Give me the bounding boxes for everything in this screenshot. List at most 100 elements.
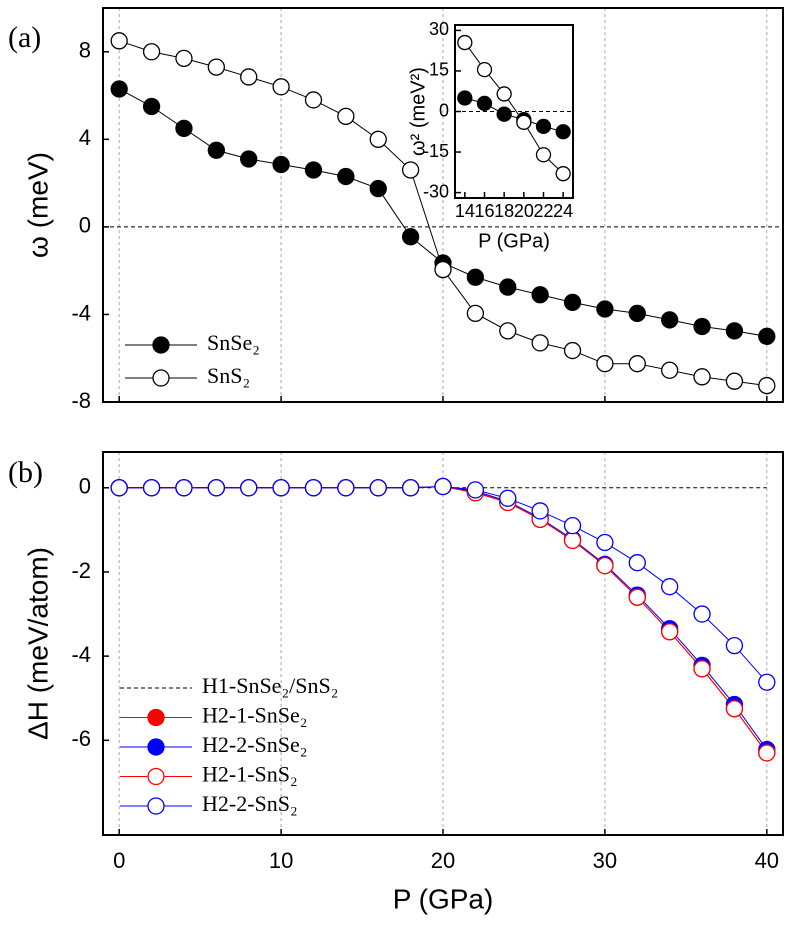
data-point [563, 341, 582, 360]
x-tick-label: 0 [113, 848, 125, 873]
data-point [369, 130, 387, 148]
data-point [369, 479, 387, 497]
data-point [555, 124, 571, 140]
legend-label: SnSe₂ [207, 330, 260, 355]
legend-marker [147, 797, 165, 815]
data-point [725, 700, 744, 718]
data-point [466, 481, 485, 499]
data-point [337, 107, 355, 125]
data-point [758, 673, 776, 691]
data-point [401, 161, 420, 179]
data-point [516, 114, 532, 130]
y-tick-label: -4 [71, 300, 91, 325]
data-point [304, 479, 323, 497]
y-tick-label: 15 [429, 60, 449, 80]
data-point [496, 86, 512, 102]
data-point [369, 179, 387, 198]
y-tick-label: 4 [79, 125, 91, 150]
data-point [466, 304, 485, 323]
x-axis-label: P (GPa) [393, 883, 494, 914]
data-point [466, 268, 485, 286]
data-point [240, 150, 258, 168]
data-point [496, 106, 512, 122]
data-point [693, 605, 711, 623]
legend-label: H2-2-SnS₂ [202, 791, 298, 816]
data-point [628, 355, 646, 373]
y-tick-label: -6 [71, 726, 91, 751]
data-point [628, 554, 646, 572]
y-axis-label: ΔH (meV/atom) [22, 547, 53, 740]
legend-label: H1-SnSe₂/SnS₂ [202, 673, 338, 698]
data-point [725, 372, 744, 390]
data-point [725, 322, 744, 340]
legend-marker [147, 767, 165, 786]
data-point [401, 479, 420, 497]
data-point [661, 311, 679, 329]
data-point [661, 623, 679, 641]
data-point [337, 167, 355, 186]
data-point [531, 286, 549, 304]
data-point [758, 744, 776, 762]
data-point [175, 49, 193, 67]
y-tick-label: 0 [79, 474, 91, 499]
data-point [661, 361, 679, 379]
x-tick-label: 40 [755, 848, 779, 873]
panel-label: (a) [8, 21, 41, 54]
data-point [240, 68, 258, 86]
data-point [110, 32, 128, 50]
data-point [596, 556, 614, 575]
data-point [693, 317, 711, 336]
data-point [175, 119, 193, 138]
y-tick-label: -4 [71, 642, 91, 667]
plot-frame [102, 7, 784, 403]
y-axis-label: ω² (meV²) [407, 67, 429, 156]
legend-label: H2-1-SnS₂ [202, 762, 298, 787]
x-axis-label: P (GPa) [478, 230, 550, 252]
data-point [531, 334, 549, 352]
data-point [272, 479, 290, 497]
data-point [499, 278, 517, 296]
x-tick-label: 24 [553, 201, 573, 221]
data-point [596, 533, 614, 552]
data-point [240, 479, 258, 497]
y-tick-label: -15 [423, 141, 449, 161]
data-point [563, 293, 582, 312]
x-tick-label: 20 [514, 201, 534, 221]
data-point [457, 34, 473, 51]
data-point [207, 58, 225, 76]
panel-label: (b) [8, 456, 43, 489]
data-point [531, 502, 549, 520]
data-point [110, 80, 128, 98]
data-point [596, 300, 614, 318]
legend-marker [147, 738, 165, 756]
data-point [142, 479, 161, 497]
y-tick-label: -2 [71, 558, 91, 583]
data-point [304, 91, 323, 109]
data-point [476, 61, 493, 78]
x-tick-label: 14 [455, 201, 475, 221]
data-point [499, 489, 517, 507]
data-point [142, 97, 161, 116]
data-point [272, 78, 290, 96]
data-point [628, 304, 646, 323]
data-point [401, 228, 420, 246]
data-point [499, 322, 517, 340]
data-point [207, 141, 225, 159]
data-point [272, 155, 290, 174]
y-tick-label: 8 [79, 38, 91, 63]
data-point [758, 376, 776, 395]
x-tick-label: 22 [533, 201, 553, 221]
x-tick-label: 16 [474, 201, 494, 221]
x-tick-label: 10 [269, 848, 293, 873]
x-tick-label: 30 [593, 848, 617, 873]
data-point [535, 118, 552, 135]
data-point [563, 531, 582, 550]
data-point [628, 588, 646, 606]
legend-marker [152, 369, 170, 387]
legend-label: SnS₂ [207, 363, 250, 388]
legend-marker [147, 708, 165, 727]
data-point [661, 578, 679, 596]
data-point [476, 95, 493, 112]
data-point [596, 355, 614, 373]
y-axis-label: ω (meV) [22, 152, 53, 258]
